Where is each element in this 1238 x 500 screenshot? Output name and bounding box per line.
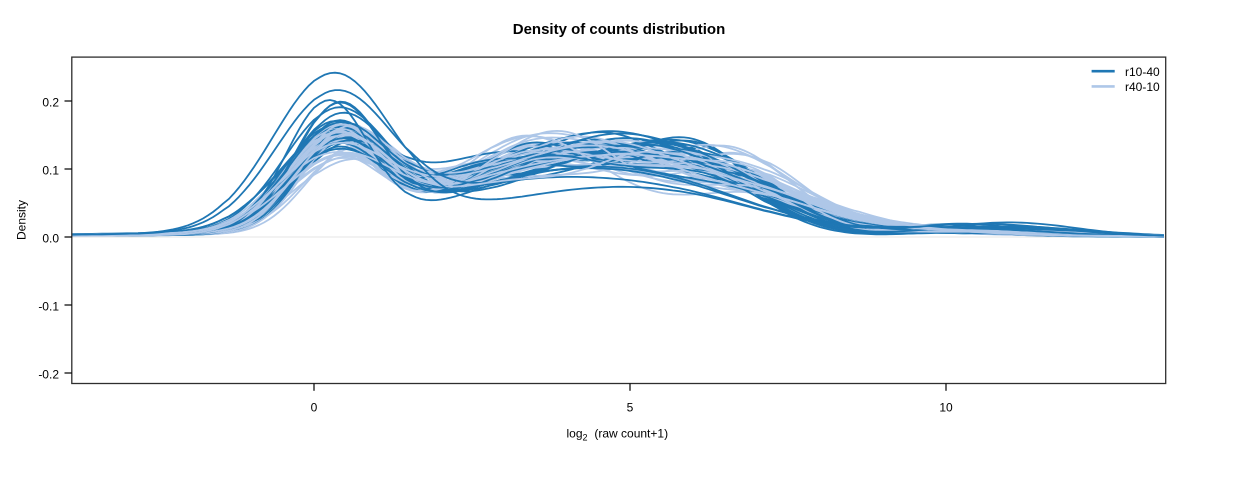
svg-text:r40-10: r40-10: [1125, 80, 1160, 94]
svg-text:0.2: 0.2: [42, 95, 59, 109]
svg-text:r10-40: r10-40: [1125, 65, 1160, 79]
svg-text:Density of counts distribution: Density of counts distribution: [513, 21, 726, 38]
svg-text:0.0: 0.0: [42, 231, 59, 245]
svg-text:-0.2: -0.2: [38, 367, 59, 381]
svg-text:0: 0: [311, 401, 318, 415]
svg-text:-0.1: -0.1: [38, 299, 59, 313]
svg-text:Density: Density: [15, 200, 29, 240]
svg-text:log2 (raw count+1): log2 (raw count+1): [567, 427, 669, 443]
svg-text:5: 5: [627, 401, 634, 415]
svg-text:0.1: 0.1: [42, 163, 59, 177]
svg-text:10: 10: [939, 401, 953, 415]
